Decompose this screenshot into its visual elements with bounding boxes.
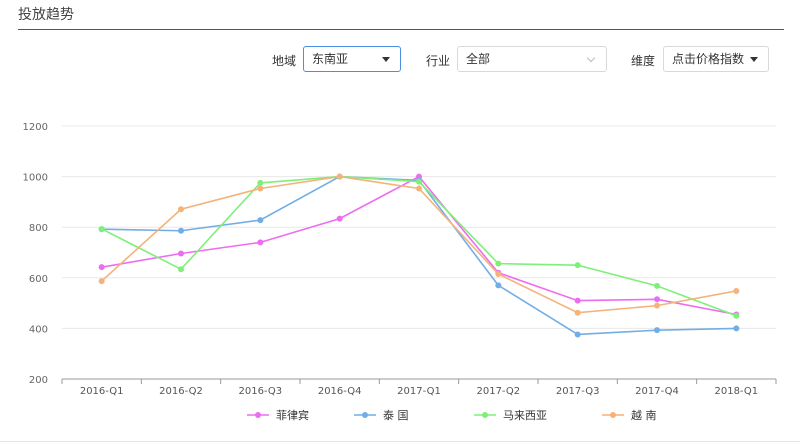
data-point <box>574 309 581 316</box>
data-point <box>733 325 740 332</box>
legend-marker <box>362 412 368 418</box>
data-point <box>495 260 502 267</box>
legend-marker <box>255 412 261 418</box>
y-tick-label: 600 <box>29 274 48 285</box>
chevron-down-icon <box>382 57 390 62</box>
x-tick-label: 2017-Q3 <box>556 386 600 397</box>
data-point <box>733 287 740 294</box>
data-point <box>654 282 660 289</box>
y-tick-label: 1200 <box>23 122 48 133</box>
data-point <box>654 296 660 303</box>
data-point <box>574 297 581 304</box>
section-title: 投放趋势 <box>18 7 74 23</box>
data-point <box>654 302 660 309</box>
x-tick-label: 2017-Q4 <box>635 386 679 397</box>
region-select[interactable]: 东南亚 <box>303 46 401 72</box>
legend-label: 越 南 <box>631 408 657 422</box>
data-point <box>336 215 343 222</box>
y-tick-label: 800 <box>29 223 48 234</box>
industry-select[interactable]: 全部 <box>457 46 607 72</box>
data-point <box>495 282 502 289</box>
series-line <box>101 175 737 317</box>
data-point <box>257 239 264 246</box>
data-point <box>495 271 502 278</box>
data-point <box>416 185 422 192</box>
legend-label: 马来西亚 <box>503 409 547 422</box>
x-tick-label: 2018-Q1 <box>714 386 758 397</box>
data-point <box>257 217 264 224</box>
y-tick-label: 400 <box>29 324 48 335</box>
data-point <box>98 264 105 271</box>
x-tick-label: 2016-Q4 <box>318 386 362 397</box>
industry-label: 行业 <box>426 54 451 68</box>
y-tick-label: 1000 <box>23 173 48 184</box>
data-point <box>416 178 422 185</box>
data-point <box>178 227 184 234</box>
region-select-value: 东南亚 <box>312 52 349 66</box>
data-point <box>98 225 105 232</box>
data-point <box>336 173 343 180</box>
series-line <box>101 175 737 316</box>
dimension-label: 维度 <box>631 54 656 68</box>
x-tick-label: 2016-Q2 <box>159 386 203 397</box>
series-line <box>101 175 737 314</box>
y-tick-label: 200 <box>29 375 48 386</box>
data-point <box>733 312 740 319</box>
data-point <box>257 185 264 192</box>
series-line <box>101 175 737 336</box>
data-point <box>574 262 581 269</box>
dimension-select[interactable]: 点击价格指数 <box>663 46 769 72</box>
data-point <box>178 266 184 273</box>
legend-marker <box>610 412 616 418</box>
industry-select-value: 全部 <box>466 52 491 66</box>
legend-label: 菲律宾 <box>276 408 309 422</box>
data-point <box>178 206 184 213</box>
x-tick-label: 2016-Q3 <box>238 386 282 397</box>
chevron-down-icon <box>750 57 758 62</box>
dimension-select-value: 点击价格指数 <box>672 52 745 66</box>
data-point <box>574 331 581 338</box>
title-divider <box>18 29 784 30</box>
region-label: 地域 <box>272 54 297 68</box>
bottom-divider <box>0 441 800 442</box>
data-point <box>98 278 105 285</box>
x-tick-label: 2017-Q2 <box>476 386 520 397</box>
legend-label: 泰 国 <box>383 408 409 422</box>
data-point <box>654 327 660 334</box>
x-tick-label: 2016-Q1 <box>80 386 124 397</box>
data-point <box>178 250 184 257</box>
legend-marker <box>482 412 488 418</box>
data-point <box>257 179 264 186</box>
x-tick-label: 2017-Q1 <box>397 386 441 397</box>
